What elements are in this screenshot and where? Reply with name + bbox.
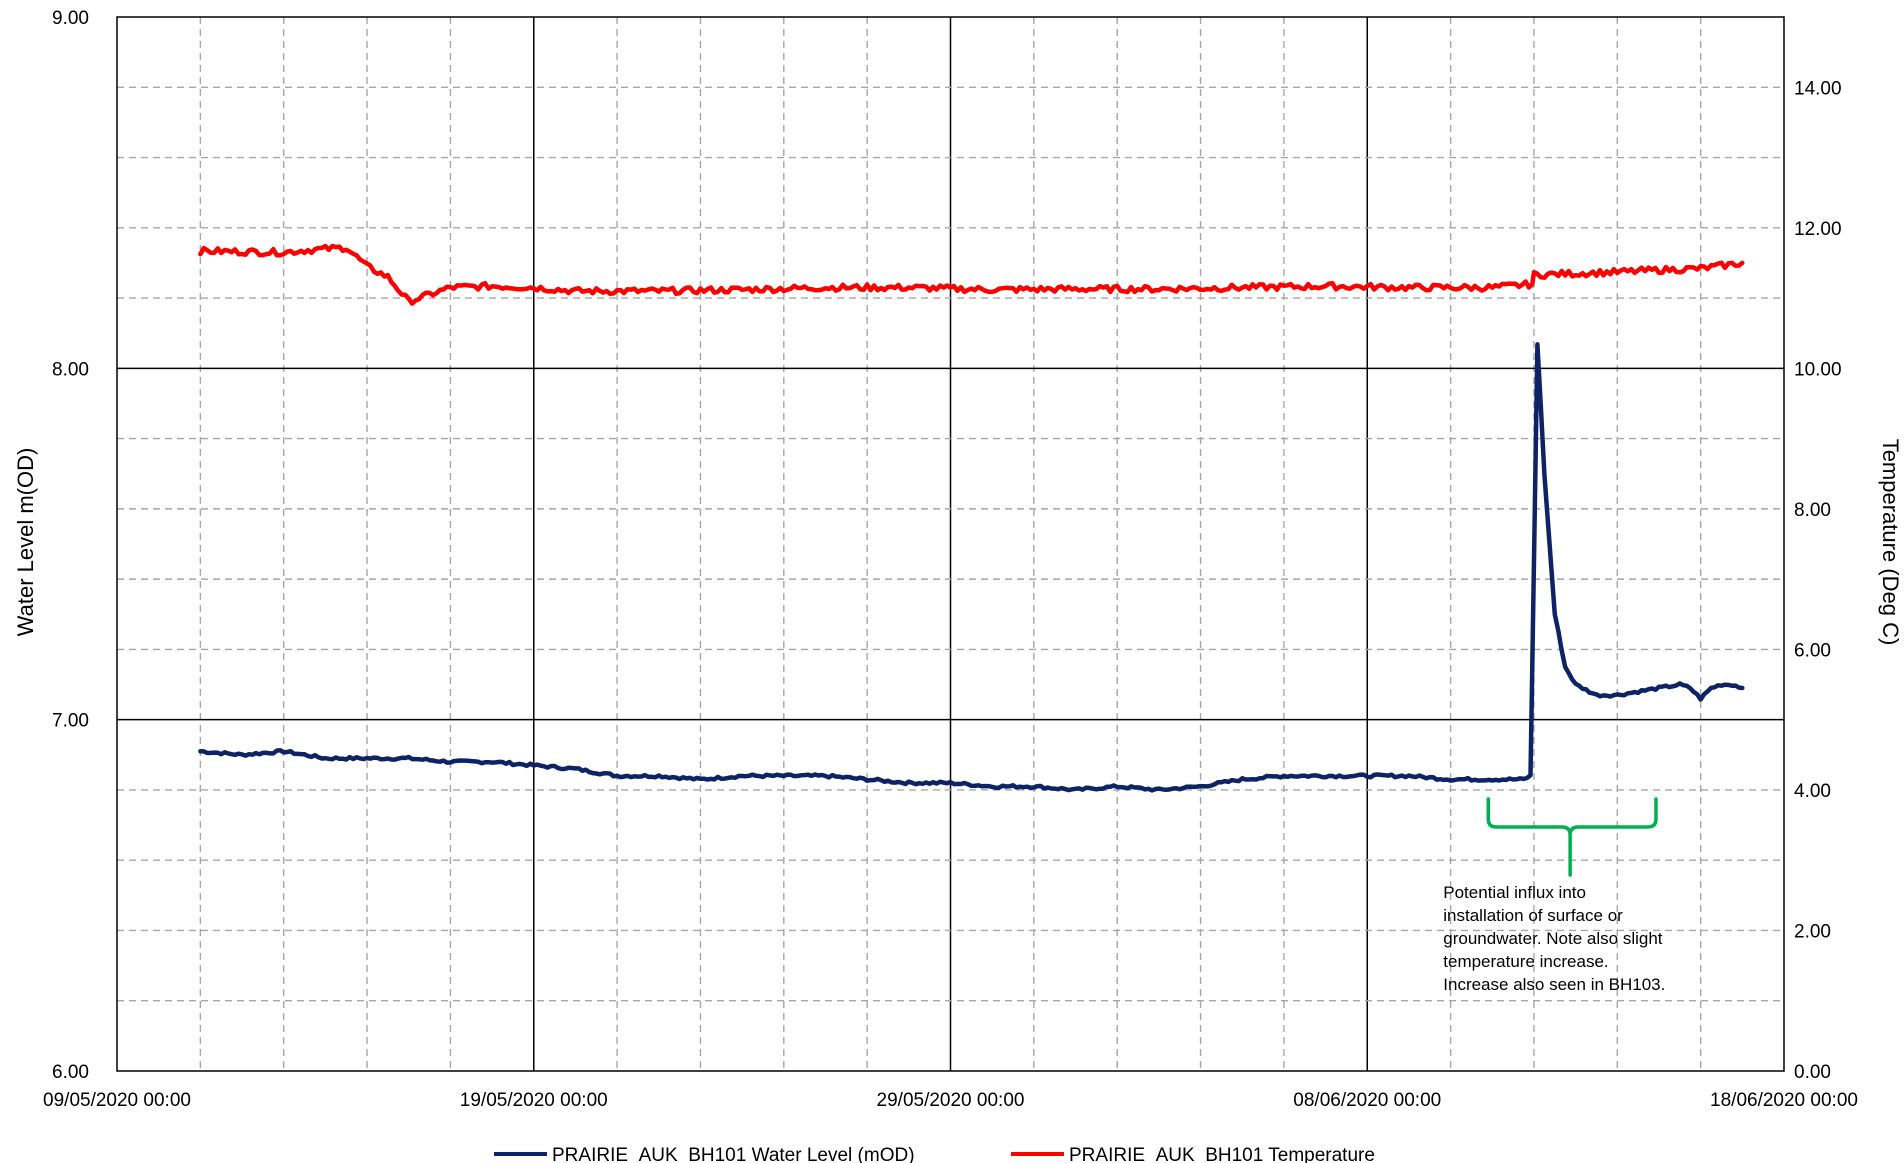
water-level-series-line [198, 342, 1745, 793]
temperature-series-line [198, 243, 1745, 306]
legend-label-water-level: PRAIRIE_AUK_BH101 Water Level (mOD) [552, 1145, 915, 1163]
y2-tick-label: 12.00 [1794, 219, 1842, 240]
y2-tick-label: 4.00 [1794, 781, 1831, 802]
y-axis-title: Water Level m(OD) [13, 448, 38, 637]
y-tick-label: 6.00 [52, 1062, 89, 1083]
annotation-text: Potential influx into installation of sur… [1443, 883, 1665, 994]
y2-tick-label: 6.00 [1794, 640, 1831, 661]
annotation-line: installation of surface or [1443, 906, 1623, 925]
annotation-line: Potential influx into [1443, 883, 1586, 902]
y-tick-label: 9.00 [52, 8, 89, 29]
series-layer [198, 243, 1745, 793]
y-axis-tick-labels: 6.00 7.00 8.00 9.00 [52, 8, 89, 1083]
y2-tick-label: 0.00 [1794, 1062, 1831, 1083]
annotation-layer: Potential influx into installation of sur… [1443, 797, 1665, 994]
y2-axis-tick-labels: 0.00 2.00 4.00 6.00 8.00 10.00 12.00 14.00 [1794, 78, 1842, 1083]
x-tick-label: 09/05/2020 00:00 [43, 1090, 191, 1111]
x-tick-label: 18/06/2020 00:00 [1710, 1090, 1858, 1111]
legend: PRAIRIE_AUK_BH101 Water Level (mOD) PRAI… [494, 1145, 1375, 1163]
y2-tick-label: 14.00 [1794, 78, 1842, 99]
legend-label-temperature: PRAIRIE_AUK_BH101 Temperature [1069, 1145, 1375, 1163]
x-tick-label: 08/06/2020 00:00 [1293, 1090, 1441, 1111]
annotation-line: temperature increase. [1443, 952, 1608, 971]
y2-tick-label: 2.00 [1794, 921, 1831, 942]
grid-layer [117, 17, 1784, 1071]
x-tick-label: 29/05/2020 00:00 [877, 1090, 1025, 1111]
y-tick-label: 8.00 [52, 359, 89, 380]
annotation-line: Increase also seen in BH103. [1443, 975, 1665, 994]
annotation-brace [1486, 797, 1658, 877]
y2-axis-title: Temperature (Deg C) [1878, 439, 1903, 646]
x-tick-label: 19/05/2020 00:00 [460, 1090, 608, 1111]
y2-tick-label: 10.00 [1794, 359, 1842, 380]
y-tick-label: 7.00 [52, 711, 89, 732]
plot-border [116, 16, 1785, 1072]
y2-tick-label: 8.00 [1794, 500, 1831, 521]
plot-frame [116, 16, 1785, 1072]
x-axis-tick-labels: 09/05/2020 00:00 19/05/2020 00:00 29/05/20… [43, 1090, 1858, 1111]
annotation-line: groundwater. Note also slight [1443, 929, 1663, 948]
